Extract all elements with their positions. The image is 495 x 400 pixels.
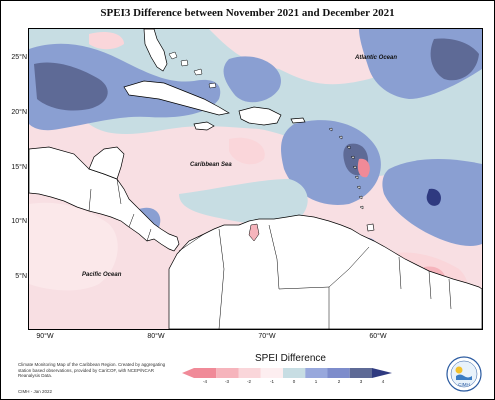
borders-central-america [88,178,152,242]
lake-maracaibo [248,223,260,242]
map-title: SPEI3 Difference between November 2021 a… [100,7,395,19]
land-puerto-rico [290,117,306,124]
legend-tick: 4 [381,379,385,384]
legend-arrow-right [372,368,392,378]
logo-wave-icon [456,374,472,380]
land-lesser-antilles [328,127,364,210]
land-central-america [29,146,180,252]
legend-tick: -1 [269,379,274,384]
legend-tick: -2 [246,379,251,384]
land-trinidad [366,223,375,232]
atlantic-ocean-label: Atlantic Ocean [355,55,398,61]
legend-ticks: -4 -3 -2 -1 0 1 2 3 4 [182,379,404,387]
legend-swatch-1 [194,368,217,378]
lon-label-60w: 60°W [369,333,387,340]
lat-label-20n: 20°N [11,109,27,116]
legend-tick: -4 [202,379,207,384]
field-darkblue-atlantic [430,38,479,81]
legend-tick: 2 [337,379,341,384]
legend-swatch-7 [327,368,350,378]
legend-tick: 0 [292,379,296,384]
legend-swatch-6 [305,368,328,378]
field-darkest-southeast [426,188,441,206]
field-lightblue-south [179,179,308,225]
legend-swatch-5 [283,368,306,378]
legend-colorbar [182,368,392,378]
field-pink-central [229,137,265,165]
land-jamaica [193,121,215,131]
legend-swatch-8 [349,368,372,378]
spei-difference-map [28,28,483,330]
land-bahamas [168,51,217,89]
legend-title: SPEI Difference [255,353,326,364]
map-canvas [29,29,482,329]
legend-swatch-3 [238,368,261,378]
land-hispaniola [238,106,282,126]
lat-label-10n: 10°N [11,218,27,225]
land-cuba [123,80,230,116]
field-darkblue-gulf [34,62,108,111]
legend-arrow-left [182,368,194,378]
field-blue-east-caribbean [281,120,381,205]
lon-label-90w: 90°W [36,333,54,340]
field-red-antilles [357,158,370,178]
lat-label-5n: 5°N [15,273,27,280]
land-florida [143,29,168,72]
lat-label-15n: 15°N [11,164,27,171]
credit-text: Climate Monitoring Map of the Caribbean … [18,362,166,379]
legend-tick: -3 [224,379,229,384]
lat-label-25n: 25°N [11,54,27,61]
field-blue-central [223,56,281,103]
legend-tick: 3 [359,379,363,384]
land-yucatan [88,146,125,180]
legend-tick: 1 [314,379,318,384]
borders-south-america [178,224,452,329]
legend-swatch-4 [260,368,283,378]
pacific-ocean-label: Pacific Ocean [82,272,122,278]
field-pink-north [89,32,124,50]
logo-text: CIMH [458,382,470,387]
lon-label-80w: 80°W [147,333,165,340]
land-south-america [168,214,482,329]
logo-sun-icon [455,366,463,374]
credit-date: CIMH - Jan 2022 [18,389,53,394]
caribbean-sea-label: Caribbean Sea [190,162,232,168]
cimh-logo: CIMH [446,356,482,392]
field-pink-pacific [29,202,118,291]
legend-swatch-2 [216,368,239,378]
lon-label-70w: 70°W [258,333,276,340]
